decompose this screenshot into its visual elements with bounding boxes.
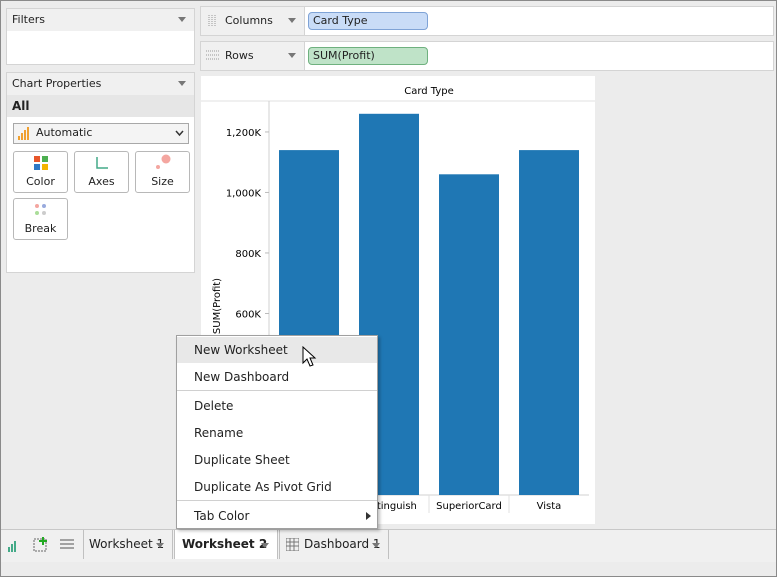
axes-button[interactable]: Axes bbox=[74, 151, 129, 193]
menu-item[interactable]: New Dashboard bbox=[194, 370, 290, 384]
tab-label: Dashboard 1 bbox=[304, 537, 381, 551]
color-button[interactable]: Color bbox=[13, 151, 68, 193]
x-tick-label: Vista bbox=[537, 501, 562, 512]
mark-type-dropdown[interactable]: Automatic bbox=[13, 123, 189, 144]
menu-item[interactable]: Tab Color bbox=[194, 509, 250, 523]
bar bbox=[519, 150, 579, 495]
y-tick-label: 1,200K bbox=[226, 128, 262, 139]
x-tick-label: Distinguish bbox=[361, 501, 417, 512]
x-tick-label: SuperiorCard bbox=[436, 501, 502, 512]
filters-title: Filters bbox=[7, 9, 194, 31]
shelf-label: Columns bbox=[225, 14, 273, 27]
scope-all[interactable]: All bbox=[7, 95, 194, 117]
y-tick-label: 1,000K bbox=[226, 188, 262, 199]
menu-item[interactable]: Duplicate Sheet bbox=[194, 453, 290, 467]
rows-shelf: Rows SUM(Profit) bbox=[200, 41, 774, 71]
mark-type-label: Automatic bbox=[36, 126, 93, 139]
y-tick-label: 800K bbox=[235, 249, 261, 260]
tab-label: Worksheet 1 bbox=[89, 537, 165, 551]
row-pill[interactable]: SUM(Profit) bbox=[308, 47, 428, 65]
y-tick-label: 600K bbox=[235, 309, 261, 320]
chart-properties-panel: Chart Properties All Automatic Color Axe… bbox=[6, 72, 195, 273]
sheet-tab[interactable]: Worksheet 1 bbox=[83, 530, 173, 559]
button-label: Size bbox=[151, 175, 174, 188]
sheet-tab-active[interactable]: Worksheet 2 bbox=[174, 530, 278, 559]
chart-title: Card Type bbox=[404, 86, 454, 97]
button-label: Break bbox=[24, 222, 57, 235]
columns-shelf: Columns Card Type bbox=[200, 6, 774, 36]
tab-label: Worksheet 2 bbox=[182, 537, 268, 551]
shelf-label: Rows bbox=[225, 49, 254, 62]
chart-properties-title: Chart Properties bbox=[7, 73, 194, 95]
menu-item[interactable]: Rename bbox=[194, 426, 244, 440]
size-button[interactable]: Size bbox=[135, 151, 190, 193]
break-button[interactable]: Break bbox=[13, 198, 68, 240]
dashboard-tab[interactable]: Dashboard 1 bbox=[279, 530, 389, 559]
bar bbox=[439, 174, 499, 495]
menu-item[interactable]: Delete bbox=[194, 399, 234, 413]
context-menu: New Worksheet New Dashboard Delete Renam… bbox=[176, 335, 378, 529]
button-label: Axes bbox=[88, 175, 115, 188]
column-pill[interactable]: Card Type bbox=[308, 12, 428, 30]
menu-item[interactable]: Duplicate As Pivot Grid bbox=[194, 480, 332, 494]
button-label: Color bbox=[26, 175, 55, 188]
filters-panel: Filters bbox=[6, 8, 195, 65]
y-axis-title: SUM(Profit) bbox=[212, 278, 223, 334]
menu-item[interactable]: New Worksheet bbox=[177, 337, 377, 363]
